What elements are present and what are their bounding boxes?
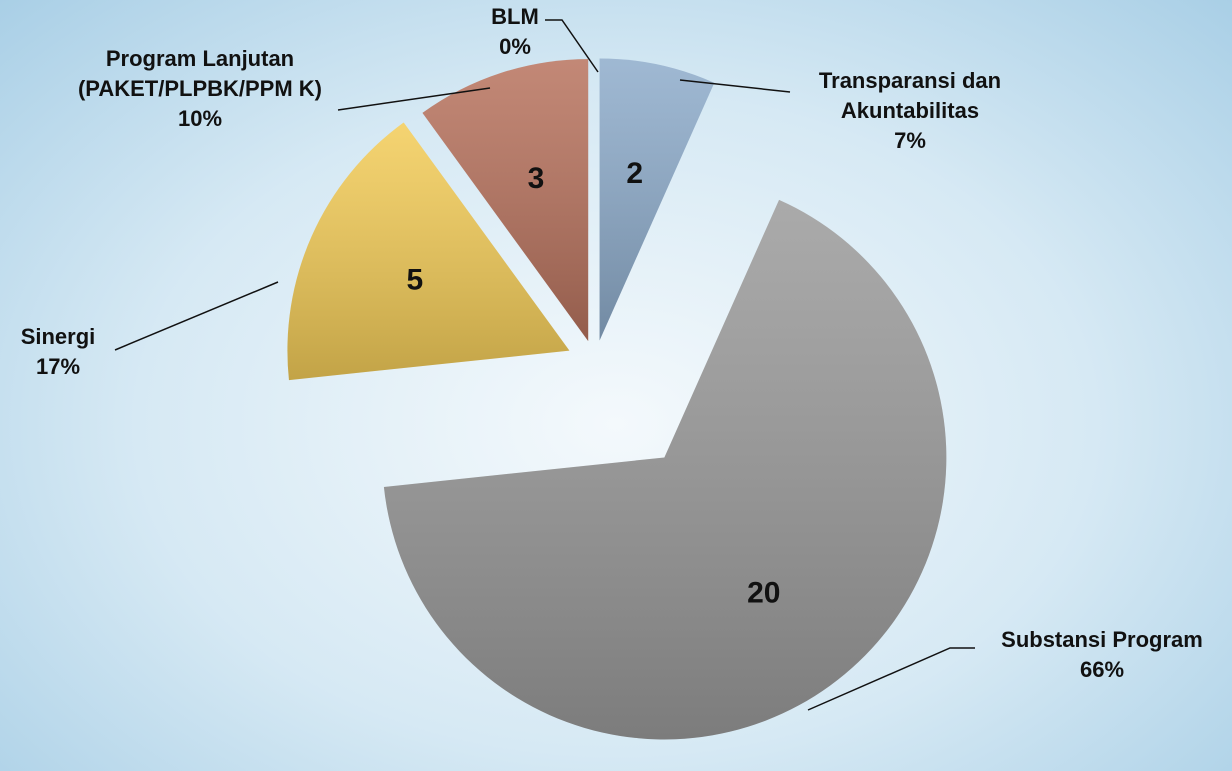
leader-line — [807, 647, 975, 711]
leader-lines — [114, 19, 975, 711]
slice-shade — [383, 199, 947, 740]
leader-line — [337, 87, 491, 111]
slice-shade — [599, 58, 715, 341]
category-label: BLM — [491, 4, 539, 29]
slice-label: BLM 0% — [465, 2, 565, 62]
category-label: Substansi Program — [1001, 627, 1203, 652]
slice-shade — [287, 122, 570, 381]
slice-label: Sinergi 17% — [0, 322, 118, 382]
slice-label: Transparansi dan Akuntabilitas 7% — [770, 66, 1050, 156]
category-label: Sinergi — [20, 324, 96, 349]
leader-line — [679, 79, 791, 93]
slice-shade — [422, 59, 589, 342]
percent-label: 66% — [1079, 657, 1125, 682]
percent-label: 0% — [499, 34, 531, 59]
slice-label: Substansi Program 66% — [972, 625, 1232, 685]
slice-value-label: 20 — [747, 576, 780, 609]
slices: 2 20 5 3 — [287, 58, 947, 740]
percent-label: 10% — [177, 106, 223, 131]
category-label: Program Lanjutan (PAKET/PLPBK/PPM K) — [77, 46, 323, 101]
slice-value-label: 5 — [407, 264, 424, 297]
slice-value-label: 3 — [528, 162, 545, 195]
category-label: Transparansi dan Akuntabilitas — [818, 68, 1002, 123]
percent-label: 7% — [894, 128, 926, 153]
leader-line — [545, 19, 599, 73]
slice-label: Program Lanjutan (PAKET/PLPBK/PPM K) 10% — [55, 44, 345, 134]
slice-value-label: 2 — [626, 157, 643, 190]
leader-line — [114, 281, 279, 351]
percent-label: 17% — [35, 354, 81, 379]
